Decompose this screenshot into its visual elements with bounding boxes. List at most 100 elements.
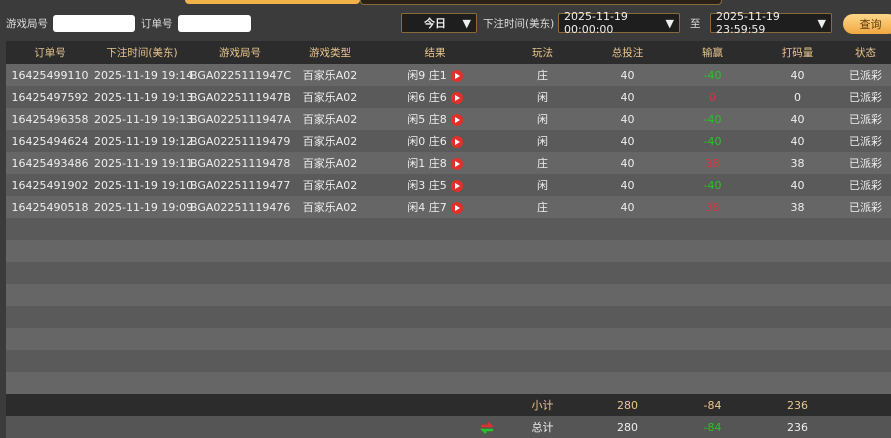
empty-row <box>6 328 891 350</box>
empty-cell <box>500 218 585 240</box>
refresh-swap-icon[interactable] <box>480 421 494 434</box>
empty-cell <box>94 416 190 438</box>
total-bet-cell: 40 <box>585 152 670 174</box>
game-round-cell: BGA0225111947A <box>190 108 291 130</box>
table-row[interactable]: 16425493486 2025-11-19 19:11 BGA0225111947… <box>6 152 891 174</box>
empty-cell <box>6 328 94 350</box>
empty-cell <box>840 350 891 372</box>
empty-cell <box>6 284 94 306</box>
result-cell: 闲6 庄6 <box>370 86 500 108</box>
status-cell: 已派彩 <box>840 86 891 108</box>
game-type-cell: 百家乐A02 <box>290 64 370 86</box>
game-round-cell: BGA02251119477 <box>190 174 290 196</box>
play-video-icon[interactable] <box>450 136 463 148</box>
order-input[interactable] <box>177 14 251 32</box>
empty-cell <box>500 306 585 328</box>
table-row[interactable]: 16425490518 2025-11-19 19:09 BGA0225111947… <box>6 196 891 218</box>
empty-cell <box>500 284 585 306</box>
empty-cell <box>370 350 500 372</box>
subtotal-row: 小计 280 -84 236 <box>6 394 891 416</box>
order-id: 16425491902 <box>11 178 89 192</box>
empty-cell <box>840 394 891 416</box>
empty-cell <box>670 240 755 262</box>
start-time-select[interactable]: 2025-11-19 00:00:00 ▼ <box>558 10 680 36</box>
game-round-label: 游戏局号 <box>6 17 48 30</box>
game-type: 百家乐A02 <box>302 157 358 170</box>
column-header: 下注时间(美东) <box>94 41 190 64</box>
chevron-down-icon: ▼ <box>462 16 471 30</box>
game-round: BGA0225111947B <box>190 90 291 104</box>
top-tab[interactable] <box>360 0 722 5</box>
end-time-select[interactable]: 2025-11-19 23:59:59 ▼ <box>710 10 832 36</box>
table-row[interactable]: 16425497592 2025-11-19 19:13 BGA0225111947… <box>6 86 891 108</box>
order-id-cell: 16425491902 <box>6 174 94 196</box>
empty-cell <box>94 394 190 416</box>
bet-type-cell: 庄 <box>500 64 585 86</box>
empty-cell <box>670 372 755 394</box>
play-video-icon[interactable] <box>450 114 463 126</box>
game-type-cell: 百家乐A02 <box>290 130 370 152</box>
table-row[interactable]: 16425491902 2025-11-19 19:10 BGA0225111947… <box>6 174 891 196</box>
play-video-icon[interactable] <box>450 92 463 104</box>
empty-cell <box>290 284 370 306</box>
status: 已派彩 <box>849 69 882 82</box>
period-select[interactable]: 今日 ▼ <box>401 13 477 33</box>
valid-bet: 38 <box>790 156 805 170</box>
empty-cell <box>190 218 290 240</box>
valid-bet: 40 <box>790 178 805 192</box>
subtotal-label: 小计 <box>500 394 585 416</box>
play-video-icon[interactable] <box>450 180 463 192</box>
empty-row <box>6 372 891 394</box>
result-cell: 闲5 庄8 <box>370 108 500 130</box>
total-bet: 40 <box>620 178 635 192</box>
status: 已派彩 <box>849 113 882 126</box>
empty-cell <box>585 328 670 350</box>
table-row[interactable]: 16425499110 2025-11-19 19:14 BGA0225111947… <box>6 64 891 86</box>
win-loss-cell: -40 <box>670 130 755 152</box>
total-bet: 40 <box>620 134 635 148</box>
valid-bet: 40 <box>790 68 805 82</box>
column-header: 打码量 <box>755 41 840 64</box>
to-label: 至 <box>690 17 701 30</box>
table-row[interactable]: 16425494624 2025-11-19 19:12 BGA0225111947… <box>6 130 891 152</box>
win-loss-cell: -40 <box>670 174 755 196</box>
top-tab-active[interactable] <box>185 0 360 4</box>
empty-cell <box>370 218 500 240</box>
total-bet-cell: 40 <box>585 108 670 130</box>
empty-cell <box>290 218 370 240</box>
game-round-cell: BGA02251119478 <box>190 152 290 174</box>
empty-cell <box>290 394 370 416</box>
column-header: 输赢 <box>670 41 755 64</box>
empty-cell <box>755 240 840 262</box>
empty-cell <box>290 306 370 328</box>
empty-cell <box>755 218 840 240</box>
empty-cell <box>755 262 840 284</box>
valid-bet-cell: 40 <box>755 174 840 196</box>
game-round-input[interactable] <box>53 14 135 32</box>
empty-cell <box>670 350 755 372</box>
play-video-icon[interactable] <box>450 202 463 214</box>
bet-time-cell: 2025-11-19 19:09 <box>94 196 193 218</box>
result-cell: 闲4 庄7 <box>370 196 500 218</box>
play-video-icon[interactable] <box>450 158 463 170</box>
empty-cell <box>290 262 370 284</box>
win-loss-cell: -40 <box>670 108 755 130</box>
empty-row <box>6 306 891 328</box>
search-button[interactable]: 查询 <box>843 14 891 34</box>
total-bet: 280 <box>585 416 670 438</box>
empty-cell <box>6 394 94 416</box>
empty-cell <box>190 394 290 416</box>
bet-type: 闲 <box>537 113 548 126</box>
total-bet: 40 <box>620 200 635 214</box>
bet-type: 闲 <box>537 135 548 148</box>
total-row: 总计 280 -84 236 <box>6 416 891 438</box>
empty-cell <box>6 306 94 328</box>
table-row[interactable]: 16425496358 2025-11-19 19:13 BGA0225111947… <box>6 108 891 130</box>
valid-bet: 40 <box>790 134 805 148</box>
empty-cell <box>6 416 94 438</box>
bet-type-cell: 闲 <box>500 130 585 152</box>
order-id-cell: 16425494624 <box>6 130 94 152</box>
game-round-cell: BGA0225111947C <box>190 64 291 86</box>
win-loss: 38 <box>705 200 720 214</box>
play-video-icon[interactable] <box>450 70 463 82</box>
